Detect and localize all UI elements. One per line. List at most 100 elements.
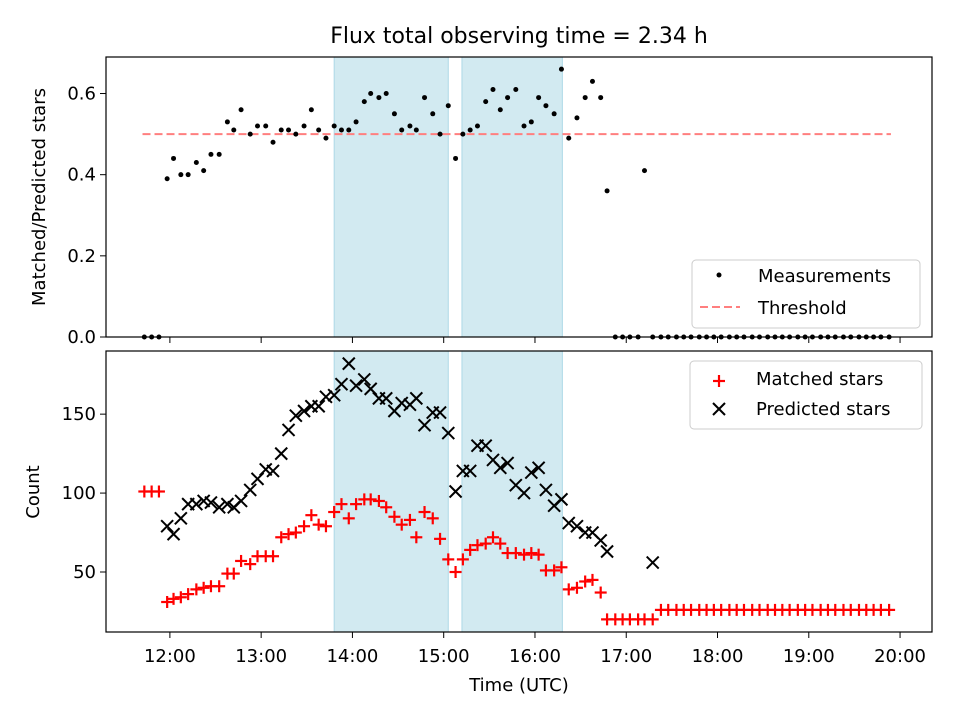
predicted-point — [220, 497, 235, 511]
measurement-point — [558, 66, 564, 72]
measurement-point — [430, 111, 436, 117]
predicted-point — [524, 465, 539, 480]
measurement-point — [453, 155, 459, 161]
measurement-point — [543, 103, 549, 109]
predicted-point — [517, 486, 531, 500]
matched-point — [579, 575, 592, 588]
matched-point — [646, 613, 659, 626]
matched-point — [328, 506, 341, 519]
measurement-point — [407, 123, 413, 129]
measurement-point — [536, 95, 542, 101]
ratio-y-axis-label: Matched/Predicted stars — [29, 88, 50, 306]
predicted-point — [417, 418, 432, 432]
measurement-point — [301, 123, 307, 129]
count-y-axis-label: Count — [23, 465, 44, 518]
matched-point — [174, 591, 187, 604]
measurement-point — [323, 135, 329, 141]
x-tick-label: 15:00 — [418, 646, 470, 667]
measurement-point — [193, 160, 199, 166]
matched-stars-series — [138, 485, 896, 626]
matched-point — [305, 509, 318, 522]
matched-point — [364, 493, 377, 506]
ratio-y-ticks: 0.0 0.2 0.4 0.6 — [67, 84, 106, 348]
matched-point — [298, 520, 311, 533]
count-ytick-label: 150 — [62, 404, 96, 425]
matched-point — [570, 581, 583, 594]
measurement-point — [286, 127, 292, 133]
predicted-point — [311, 399, 326, 413]
matched-point — [182, 588, 195, 601]
measurement-point — [445, 103, 451, 109]
measurement-point — [528, 119, 534, 125]
matched-point — [395, 518, 408, 531]
ratio-window-2 — [461, 56, 563, 338]
measurement-point — [551, 111, 557, 117]
legend-matched-marker — [713, 375, 725, 387]
count-y-ticks: 50 100 150 — [62, 404, 106, 583]
x-tick-label: 13:00 — [235, 646, 287, 667]
measurement-point — [178, 172, 184, 178]
predicted-point — [554, 492, 569, 507]
predicted-point — [243, 483, 257, 497]
measurement-point — [505, 95, 511, 101]
matched-point — [152, 485, 165, 498]
measurement-point — [338, 127, 344, 133]
x-tick-label: 12:00 — [144, 646, 196, 667]
matched-point — [426, 512, 439, 525]
matched-point — [555, 561, 568, 574]
predicted-point — [493, 461, 507, 475]
legend-matched-label: Matched stars — [756, 369, 883, 390]
matched-point — [227, 567, 240, 580]
measurement-point — [574, 115, 580, 121]
matched-point — [190, 583, 203, 596]
measurement-point — [582, 95, 588, 101]
predicted-point — [646, 555, 660, 570]
ratio-axes-frame — [105, 56, 933, 338]
matched-point — [342, 512, 355, 525]
x-tick-label: 20:00 — [874, 646, 926, 667]
predicted-point — [539, 483, 553, 497]
x-tick-label: 16:00 — [509, 646, 561, 667]
matched-point — [282, 528, 295, 541]
measurement-point — [490, 86, 496, 92]
ratio-ytick-label: 0.6 — [67, 84, 96, 105]
predicted-stars-series — [160, 356, 660, 570]
matched-point — [594, 586, 607, 599]
matched-point — [167, 592, 180, 605]
count-x-ticks: 12:00 13:00 14:00 15:00 16:00 17:00 18:00 19:00… — [144, 632, 926, 667]
matched-point — [548, 564, 561, 577]
measurement-point — [247, 131, 253, 137]
predicted-point — [297, 404, 311, 418]
matched-point — [434, 532, 447, 545]
measurement-point — [164, 176, 170, 182]
matched-point — [380, 501, 393, 514]
measurement-point — [460, 131, 466, 137]
measurement-point — [263, 123, 269, 129]
measurement-point — [598, 95, 604, 101]
matched-point — [289, 526, 302, 539]
measurement-point — [604, 188, 610, 194]
measurement-point — [566, 135, 572, 141]
x-tick-label: 17:00 — [600, 646, 652, 667]
matched-point — [418, 506, 431, 519]
observing-windows-top — [333, 56, 563, 338]
matched-point — [525, 547, 538, 560]
matched-point — [449, 566, 462, 579]
measurement-point — [391, 111, 397, 117]
count-ytick-label: 50 — [73, 562, 96, 583]
legend-threshold-label: Threshold — [757, 298, 847, 319]
measurement-point — [255, 123, 261, 129]
predicted-point — [570, 519, 584, 533]
measurement-point — [331, 123, 337, 129]
matched-point — [275, 531, 288, 544]
measurement-point — [293, 131, 299, 137]
matched-point — [479, 537, 492, 550]
matched-point — [442, 553, 455, 566]
measurement-point — [467, 127, 473, 133]
ratio-legend: Measurements Threshold — [691, 259, 921, 329]
predicted-point — [448, 484, 463, 499]
ratio-ytick-label: 0.4 — [67, 165, 96, 186]
ratio-ytick-label: 0.0 — [67, 327, 96, 348]
matched-point — [335, 498, 348, 511]
